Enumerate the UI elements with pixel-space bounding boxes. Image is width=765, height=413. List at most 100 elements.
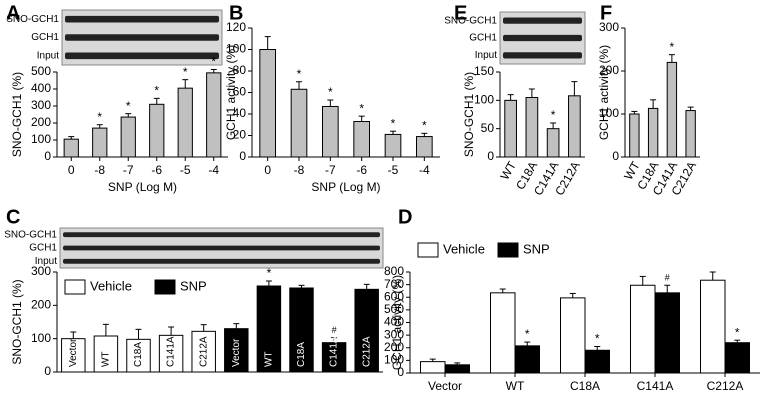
panel-label: D bbox=[398, 206, 412, 228]
blot-label: GCH1 bbox=[31, 32, 59, 43]
x-tick-label: C212A bbox=[707, 379, 744, 393]
panel-label: C bbox=[6, 206, 20, 228]
x-tick-label: 0 bbox=[264, 163, 271, 177]
y-axis-label: GCH1 activity (%) bbox=[597, 45, 611, 140]
blot-band bbox=[65, 34, 219, 41]
bar bbox=[504, 99, 517, 158]
x-tick-label: C141A bbox=[329, 336, 340, 367]
bar bbox=[647, 107, 659, 158]
legend-label: Vehicle bbox=[90, 278, 132, 293]
bar bbox=[546, 128, 560, 158]
bar bbox=[525, 97, 539, 158]
x-tick-label: C18A bbox=[133, 342, 144, 367]
legend-swatch bbox=[417, 242, 439, 258]
y-tick-label: 0 bbox=[44, 364, 51, 378]
y-tick-label: 150 bbox=[474, 64, 494, 78]
x-tick-label: 0 bbox=[68, 163, 75, 177]
panel-label: A bbox=[6, 2, 20, 24]
blot-band bbox=[65, 52, 219, 60]
x-tick-label: -4 bbox=[208, 163, 219, 177]
significance-marker: * bbox=[422, 119, 427, 133]
y-tick-label: 0 bbox=[397, 365, 404, 379]
bar bbox=[700, 279, 726, 374]
x-tick-label: -7 bbox=[325, 163, 336, 177]
x-tick-label: Vector bbox=[231, 338, 242, 367]
y-tick-label: 100 bbox=[31, 331, 51, 345]
y-tick-label: 50 bbox=[481, 121, 495, 135]
significance-marker: * bbox=[211, 55, 216, 69]
significance-marker: * bbox=[551, 108, 556, 122]
significance-marker: * bbox=[735, 325, 740, 339]
y-tick-label: 0 bbox=[44, 149, 51, 163]
x-tick-label: C212A bbox=[361, 336, 372, 367]
y-tick-label: 700 bbox=[384, 277, 404, 291]
y-tick-label: 100 bbox=[599, 106, 619, 120]
y-tick-label: 0 bbox=[612, 149, 619, 163]
x-tick-label: -5 bbox=[180, 163, 191, 177]
bar bbox=[490, 292, 516, 374]
significance-marker: * bbox=[670, 40, 675, 54]
legend-swatch bbox=[497, 242, 519, 258]
bar bbox=[568, 95, 581, 158]
bar bbox=[120, 116, 136, 158]
panel-label: F bbox=[600, 2, 612, 24]
bar bbox=[514, 345, 540, 374]
y-tick-label: 500 bbox=[384, 302, 404, 316]
y-tick-label: 200 bbox=[31, 298, 51, 312]
y-axis-label: SNO-GCH1 (%) bbox=[10, 72, 24, 157]
legend-label: SNP bbox=[180, 278, 207, 293]
x-axis-label: SNP (Log M) bbox=[108, 180, 177, 194]
y-tick-label: 400 bbox=[384, 315, 404, 329]
legend-swatch bbox=[154, 279, 176, 295]
y-axis-label: SNO-GCH1 (%) bbox=[10, 279, 24, 364]
significance-marker: * bbox=[328, 85, 333, 99]
y-tick-label: 0 bbox=[487, 149, 494, 163]
bar bbox=[290, 88, 308, 158]
y-tick-label: 20 bbox=[233, 128, 247, 142]
x-tick-label: C18A bbox=[570, 379, 600, 393]
y-tick-label: 0 bbox=[239, 149, 246, 163]
blot-band bbox=[503, 34, 582, 42]
bar bbox=[322, 105, 339, 158]
y-tick-label: 100 bbox=[226, 42, 246, 56]
blot-label: SNO-GCH1 bbox=[4, 229, 57, 240]
blot-label: GCH1 bbox=[29, 243, 57, 254]
x-tick-label: -7 bbox=[123, 163, 134, 177]
bar bbox=[629, 113, 640, 158]
x-axis-label: SNP (Log M) bbox=[311, 180, 380, 194]
significance-marker: # bbox=[665, 273, 670, 283]
bar bbox=[206, 72, 222, 158]
bar bbox=[416, 136, 433, 158]
y-tick-label: 300 bbox=[384, 327, 404, 341]
x-tick-label: C18A bbox=[296, 342, 307, 367]
x-tick-label: C141A bbox=[166, 336, 177, 367]
bar bbox=[92, 127, 108, 158]
blot-band bbox=[503, 52, 582, 59]
significance-marker: * bbox=[525, 327, 530, 341]
legend-label: Vehicle bbox=[443, 241, 485, 256]
y-axis-label: SNO-GCH1 (%) bbox=[462, 72, 476, 157]
blot-label: Input bbox=[37, 50, 59, 61]
y-tick-label: 300 bbox=[599, 20, 619, 34]
bar bbox=[259, 49, 277, 158]
blot-label: Input bbox=[475, 50, 497, 61]
y-tick-label: 200 bbox=[31, 115, 51, 129]
bar bbox=[630, 284, 656, 374]
significance-marker: # bbox=[332, 325, 337, 335]
blot-band bbox=[63, 232, 380, 238]
blot-band bbox=[63, 258, 380, 264]
y-tick-label: 60 bbox=[233, 85, 247, 99]
x-tick-label: -6 bbox=[151, 163, 162, 177]
x-tick-label: -5 bbox=[388, 163, 399, 177]
y-tick-label: 120 bbox=[226, 20, 246, 34]
bar bbox=[685, 110, 696, 158]
x-tick-label: Vector bbox=[428, 379, 462, 393]
y-tick-label: 100 bbox=[31, 132, 51, 146]
bar bbox=[384, 133, 402, 158]
significance-marker: * bbox=[183, 65, 188, 79]
bar bbox=[724, 342, 750, 374]
x-tick-label: C141A bbox=[637, 379, 674, 393]
bar bbox=[584, 349, 610, 374]
blot-band bbox=[63, 245, 380, 251]
